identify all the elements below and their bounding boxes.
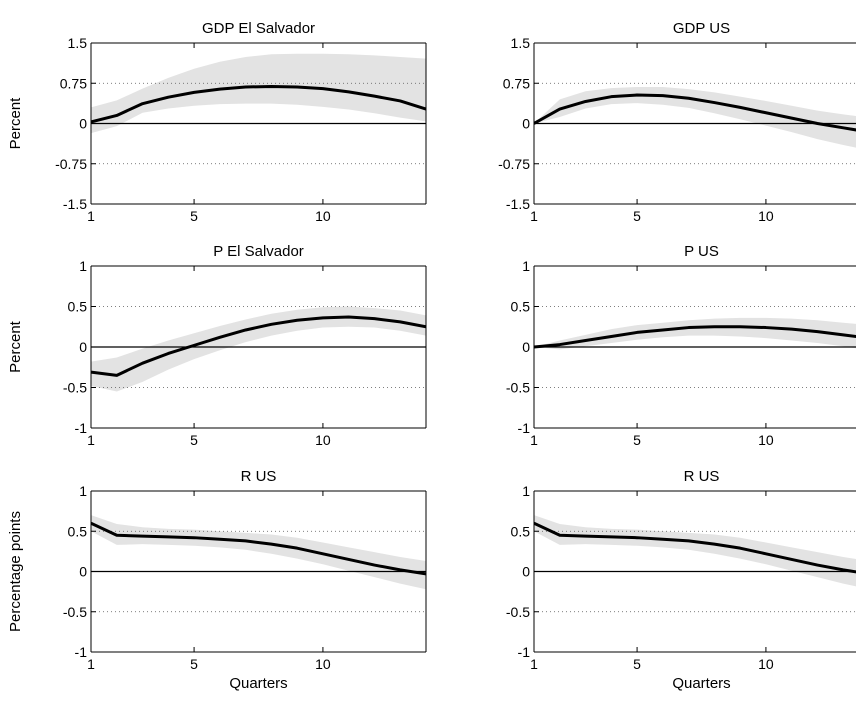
x-tick-label: 5 — [190, 432, 198, 448]
y-tick-label: -0.75 — [55, 156, 87, 172]
y-tick-label: 0 — [79, 564, 87, 580]
confidence-band — [91, 306, 426, 392]
series-line — [534, 93, 856, 132]
x-tick-label: 10 — [758, 656, 774, 672]
plot-area — [91, 306, 426, 392]
y-tick-label: 1 — [79, 483, 87, 499]
panel-title: P US — [684, 243, 719, 260]
y-tick-label: 1 — [79, 258, 87, 274]
plot-area — [534, 515, 856, 613]
y-tick-label: 1 — [522, 483, 530, 499]
panel-3: -1 -0.5 0 0.5 1 1 5 10 P El Salvador Percent — [7, 243, 427, 448]
x-tick-label: 5 — [633, 208, 641, 224]
x-tick-label: 5 — [633, 432, 641, 448]
x-tick-label: 1 — [87, 432, 95, 448]
series-line — [91, 84, 426, 124]
panel-6: -1 -0.5 0 0.5 1 1 5 10 R US Quarters — [506, 468, 856, 692]
series-line — [534, 521, 856, 574]
y-tick-label: -0.75 — [498, 156, 530, 172]
x-tick-label: 5 — [190, 656, 198, 672]
y-tick-label: 0.5 — [511, 523, 531, 539]
y-tick-label: 0.75 — [503, 75, 530, 91]
panel-2: -1.5 -0.75 0 0.75 1.5 1 5 10 GDP US — [498, 20, 856, 224]
x-tick-label: 1 — [530, 432, 538, 448]
y-tick-label: -1.5 — [506, 196, 530, 212]
panel-title: GDP US — [673, 20, 730, 37]
panel-title: GDP El Salvador — [202, 20, 315, 37]
x-tick-label: 10 — [758, 432, 774, 448]
y-tick-label: 0.75 — [60, 75, 87, 91]
confidence-band — [91, 53, 426, 134]
y-tick-label: -1 — [518, 420, 531, 436]
panel-title: R US — [684, 468, 720, 485]
y-tick-label: 0.5 — [68, 523, 88, 539]
panel-title: R US — [241, 468, 277, 485]
panel-5: -1 -0.5 0 0.5 1 1 5 10 R US Percentage points Quar… — [7, 468, 427, 692]
series-line — [91, 315, 426, 377]
x-tick-label: 5 — [633, 656, 641, 672]
plot-area — [534, 306, 856, 388]
x-tick-label: 1 — [530, 208, 538, 224]
confidence-band — [91, 515, 426, 590]
y-tick-label: 0 — [79, 116, 87, 132]
y-tick-label: 0 — [522, 116, 530, 132]
x-tick-label: 1 — [530, 656, 538, 672]
y-tick-label: 0 — [79, 339, 87, 355]
y-tick-label: 0 — [522, 564, 530, 580]
y-tick-label: 0 — [522, 339, 530, 355]
x-tick-label: 10 — [315, 432, 331, 448]
confidence-band — [534, 317, 856, 350]
plot-area — [91, 53, 426, 165]
panel-1: -1.5 -0.75 0 0.75 1.5 1 5 10 GDP El Salvador Perc… — [7, 20, 427, 224]
panel-title: P El Salvador — [213, 243, 304, 260]
x-tick-label: 1 — [87, 208, 95, 224]
x-tick-label: 10 — [315, 656, 331, 672]
confidence-band — [534, 515, 856, 587]
y-tick-label: -1.5 — [63, 196, 87, 212]
x-axis-label: Quarters — [229, 675, 287, 692]
y-axis-label: Percent — [7, 320, 24, 373]
panel-4: -1 -0.5 0 0.5 1 1 5 10 P US — [506, 243, 856, 448]
plot-area — [91, 515, 426, 613]
x-tick-label: 10 — [758, 208, 774, 224]
y-tick-label: 0.5 — [68, 299, 88, 315]
y-tick-label: -1 — [75, 420, 88, 436]
series-line — [91, 521, 426, 576]
y-tick-label: 0.5 — [511, 299, 531, 315]
y-tick-label: -0.5 — [63, 380, 87, 396]
series-line — [534, 325, 856, 349]
y-axis-label: Percentage points — [7, 511, 24, 632]
y-tick-label: 1.5 — [68, 35, 88, 51]
y-tick-label: -1 — [518, 644, 531, 660]
confidence-band — [534, 87, 856, 148]
y-tick-label: -1 — [75, 644, 88, 660]
plot-area — [534, 82, 856, 165]
x-tick-label: 1 — [87, 656, 95, 672]
y-tick-label: 1.5 — [511, 35, 531, 51]
x-axis-label: Quarters — [672, 675, 730, 692]
x-tick-label: 5 — [190, 208, 198, 224]
y-tick-label: -0.5 — [63, 604, 87, 620]
x-tick-label: 10 — [315, 208, 331, 224]
y-tick-label: -0.5 — [506, 604, 530, 620]
y-axis-label: Percent — [7, 97, 24, 150]
y-tick-label: 1 — [522, 258, 530, 274]
y-tick-label: -0.5 — [506, 380, 530, 396]
